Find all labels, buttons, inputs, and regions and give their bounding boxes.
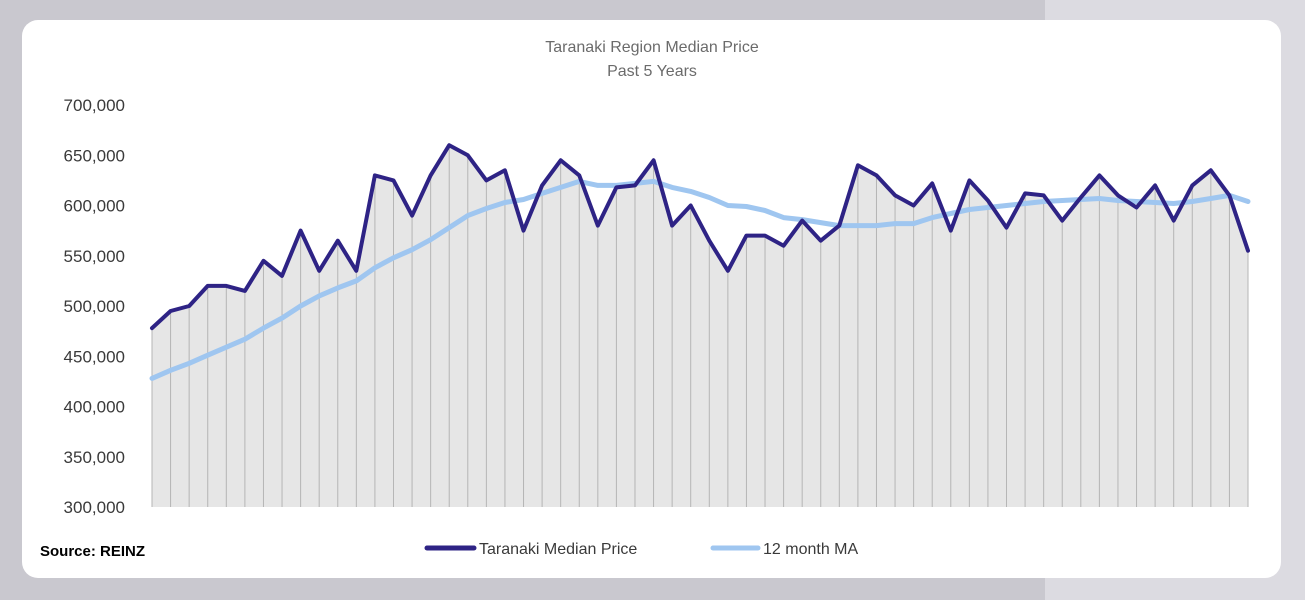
y-tick-label: 450,000: [64, 347, 125, 366]
chart-subtitle: Past 5 Years: [607, 63, 697, 80]
y-tick-label: 650,000: [64, 146, 125, 165]
drop-lines: [151, 145, 1249, 507]
chart-title: Taranaki Region Median Price: [545, 39, 759, 56]
legend: Taranaki Median Price 12 month MA: [424, 541, 858, 558]
legend-label-median: Taranaki Median Price: [479, 541, 637, 558]
y-tick-label: 400,000: [64, 398, 125, 417]
y-axis-ticks: 700,000 650,000 600,000 550,000 500,000 450,0…: [64, 96, 125, 517]
y-tick-label: 500,000: [64, 297, 125, 316]
series-line-taranaki-median-price: [150, 143, 1250, 331]
source-note: Source: REINZ: [40, 543, 146, 560]
y-tick-label: 300,000: [64, 498, 125, 517]
y-tick-label: 600,000: [64, 197, 125, 216]
median-area: [152, 145, 1248, 507]
legend-label-ma: 12 month MA: [763, 541, 858, 558]
series-layer: [149, 143, 1251, 381]
area-layer: [152, 145, 1248, 507]
y-tick-label: 550,000: [64, 247, 125, 266]
y-tick-label: 350,000: [64, 448, 125, 467]
series-line-12-month-ma: [149, 178, 1251, 381]
y-tick-label: 700,000: [64, 96, 125, 115]
